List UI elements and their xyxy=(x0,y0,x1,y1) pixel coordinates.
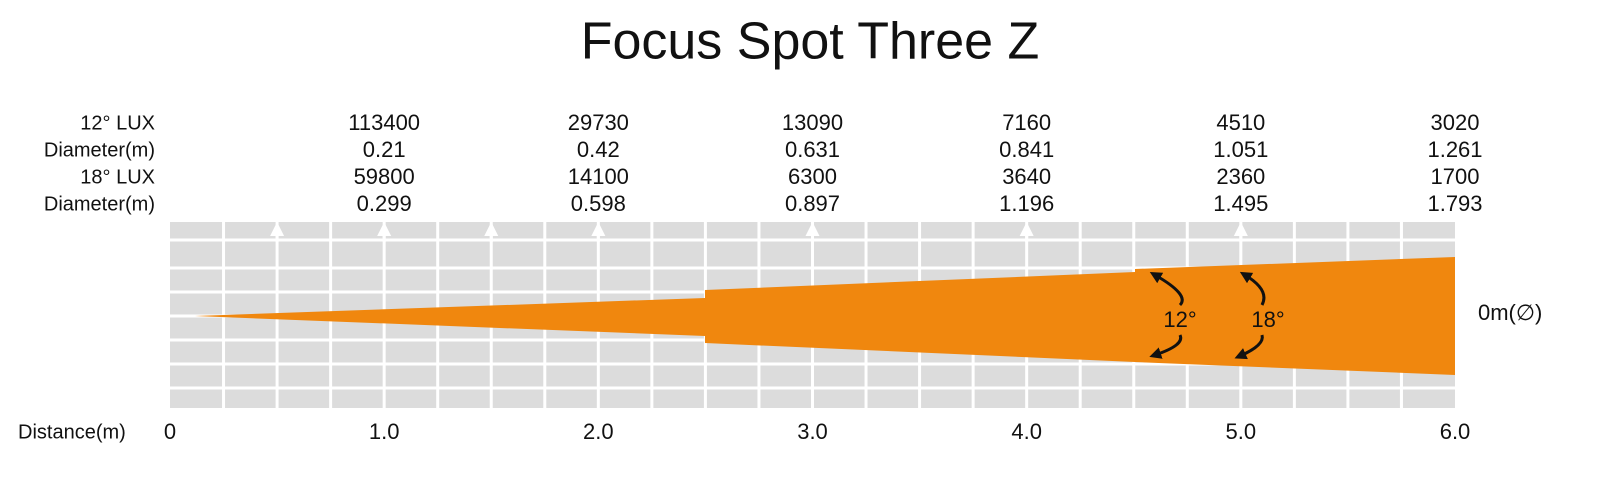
distance-tick: 6.0 xyxy=(1440,419,1471,444)
cell: 7160 xyxy=(1002,110,1051,135)
beam xyxy=(195,257,1455,375)
distance-label: Distance(m) xyxy=(18,421,126,443)
cell: 0.897 xyxy=(785,191,840,216)
cell: 4510 xyxy=(1216,110,1265,135)
cell: 29730 xyxy=(568,110,629,135)
cell: 59800 xyxy=(354,164,415,189)
cell: 1.793 xyxy=(1427,191,1482,216)
cell: 0.598 xyxy=(571,191,626,216)
distance-tick: 4.0 xyxy=(1011,419,1042,444)
arrow-stem xyxy=(1239,234,1243,242)
cell: 0.299 xyxy=(357,191,412,216)
row-label: Diameter(m) xyxy=(44,193,155,215)
row-label: Diameter(m) xyxy=(44,139,155,161)
cell: 3020 xyxy=(1431,110,1480,135)
cell: 113400 xyxy=(348,110,420,135)
arrow-stem xyxy=(596,234,600,242)
arrow xyxy=(484,222,499,236)
cell: 0.21 xyxy=(363,137,406,162)
cell: 1700 xyxy=(1431,164,1480,189)
cell: 1.051 xyxy=(1213,137,1268,162)
angle-label: 12° xyxy=(1163,307,1196,332)
arrow xyxy=(377,222,392,236)
cell: 0.841 xyxy=(999,137,1054,162)
distance-tick: 5.0 xyxy=(1226,419,1257,444)
angle-arrow xyxy=(1239,271,1266,306)
arrow xyxy=(1233,222,1248,236)
cell: 1.196 xyxy=(999,191,1054,216)
angle-label: 18° xyxy=(1251,307,1284,332)
cell: 1.495 xyxy=(1213,191,1268,216)
distance-tick: 3.0 xyxy=(797,419,828,444)
arrow-stem xyxy=(382,234,386,242)
cell: 0.631 xyxy=(785,137,840,162)
center-label: 0m(∅) xyxy=(1478,300,1542,325)
arrow xyxy=(805,222,820,236)
arrow xyxy=(1019,222,1034,236)
cell: 14100 xyxy=(568,164,629,189)
cell: 2360 xyxy=(1216,164,1265,189)
cell: 3640 xyxy=(1002,164,1051,189)
cell: 6300 xyxy=(788,164,837,189)
angle-arrow xyxy=(1149,272,1184,307)
distance-tick: 2.0 xyxy=(583,419,614,444)
title: Focus Spot Three Z xyxy=(581,13,1040,71)
marker-arrows xyxy=(270,222,1248,242)
angle-arrow xyxy=(1149,334,1183,359)
distance-tick: 1.0 xyxy=(369,419,400,444)
arrow-stem xyxy=(1025,234,1029,242)
cell: 1.261 xyxy=(1427,137,1482,162)
row-label: 18° LUX xyxy=(80,166,155,188)
angle-arrow xyxy=(1234,334,1264,360)
cell: 0.42 xyxy=(577,137,620,162)
distance-tick: 0 xyxy=(164,419,176,444)
arrow-stem xyxy=(275,234,279,242)
row-label: 12° LUX xyxy=(80,112,155,134)
arrow-stem xyxy=(811,234,814,242)
arrow-stem xyxy=(489,234,493,242)
arrow xyxy=(270,222,285,236)
arrow xyxy=(591,222,606,236)
cell: 13090 xyxy=(782,110,843,135)
